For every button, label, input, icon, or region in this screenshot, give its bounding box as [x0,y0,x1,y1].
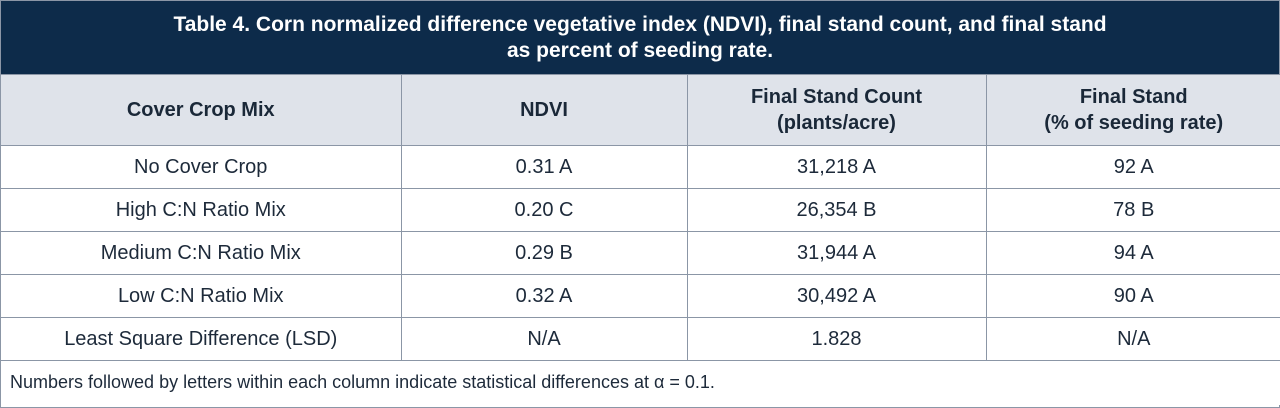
cell-final-stand-count: 26,354 B [686,188,987,232]
header-final-stand: Final Stand (% of seeding rate) [985,74,1280,146]
footnote-row: Numbers followed by letters within each … [1,360,1280,405]
table-row: Low C:N Ratio Mix 0.32 A 30,492 A 90 A [1,274,1280,318]
cell-cover-crop-mix: Medium C:N Ratio Mix [1,231,402,275]
table-row: No Cover Crop 0.31 A 31,218 A 92 A [1,145,1280,189]
cell-final-stand: 78 B [985,188,1280,232]
header-cover-crop-mix-label: Cover Crop Mix [126,99,275,121]
header-final-stand-count-unit: (plants/acre) [777,112,896,134]
cell-final-stand-count: 31,944 A [686,231,987,275]
cell-final-stand: N/A [985,317,1280,361]
header-final-stand-count-label: Final Stand Count [750,86,923,108]
cell-ndvi: 0.31 A [400,145,688,189]
table-title: Table 4. Corn normalized difference vege… [1,1,1279,74]
table-title-line-2: as percent of seeding rate. [506,39,774,62]
header-ndvi-label: NDVI [520,99,568,121]
cell-final-stand: 90 A [985,274,1280,318]
cell-cover-crop-mix: Low C:N Ratio Mix [1,274,402,318]
cell-cover-crop-mix: No Cover Crop [1,145,402,189]
header-ndvi: NDVI [400,74,688,146]
cell-cover-crop-mix: Least Square Difference (LSD) [1,317,402,361]
cell-cover-crop-mix: High C:N Ratio Mix [1,188,402,232]
table-row: Medium C:N Ratio Mix 0.29 B 31,944 A 94 … [1,231,1280,275]
header-final-stand-count: Final Stand Count (plants/acre) [686,74,987,146]
cell-ndvi: 0.20 C [400,188,688,232]
cell-ndvi: 0.32 A [400,274,688,318]
table-footnote: Numbers followed by letters within each … [1,360,1280,405]
cell-final-stand-count: 31,218 A [686,145,987,189]
table-grid: Cover Crop Mix NDVI Final Stand Count (p… [1,74,1280,405]
cell-ndvi: 0.29 B [400,231,688,275]
header-row: Cover Crop Mix NDVI Final Stand Count (p… [1,74,1280,146]
cell-final-stand: 92 A [985,145,1280,189]
table-row: High C:N Ratio Mix 0.20 C 26,354 B 78 B [1,188,1280,232]
header-final-stand-label: Final Stand [1079,86,1188,108]
header-final-stand-unit: (% of seeding rate) [1044,112,1224,134]
table-title-line-1: Table 4. Corn normalized difference vege… [173,13,1107,36]
cell-ndvi: N/A [400,317,688,361]
cell-final-stand-count: 30,492 A [686,274,987,318]
cell-final-stand: 94 A [985,231,1280,275]
header-cover-crop-mix: Cover Crop Mix [1,74,402,146]
cell-final-stand-count: 1.828 [686,317,987,361]
table-row: Least Square Difference (LSD) N/A 1.828 … [1,317,1280,361]
